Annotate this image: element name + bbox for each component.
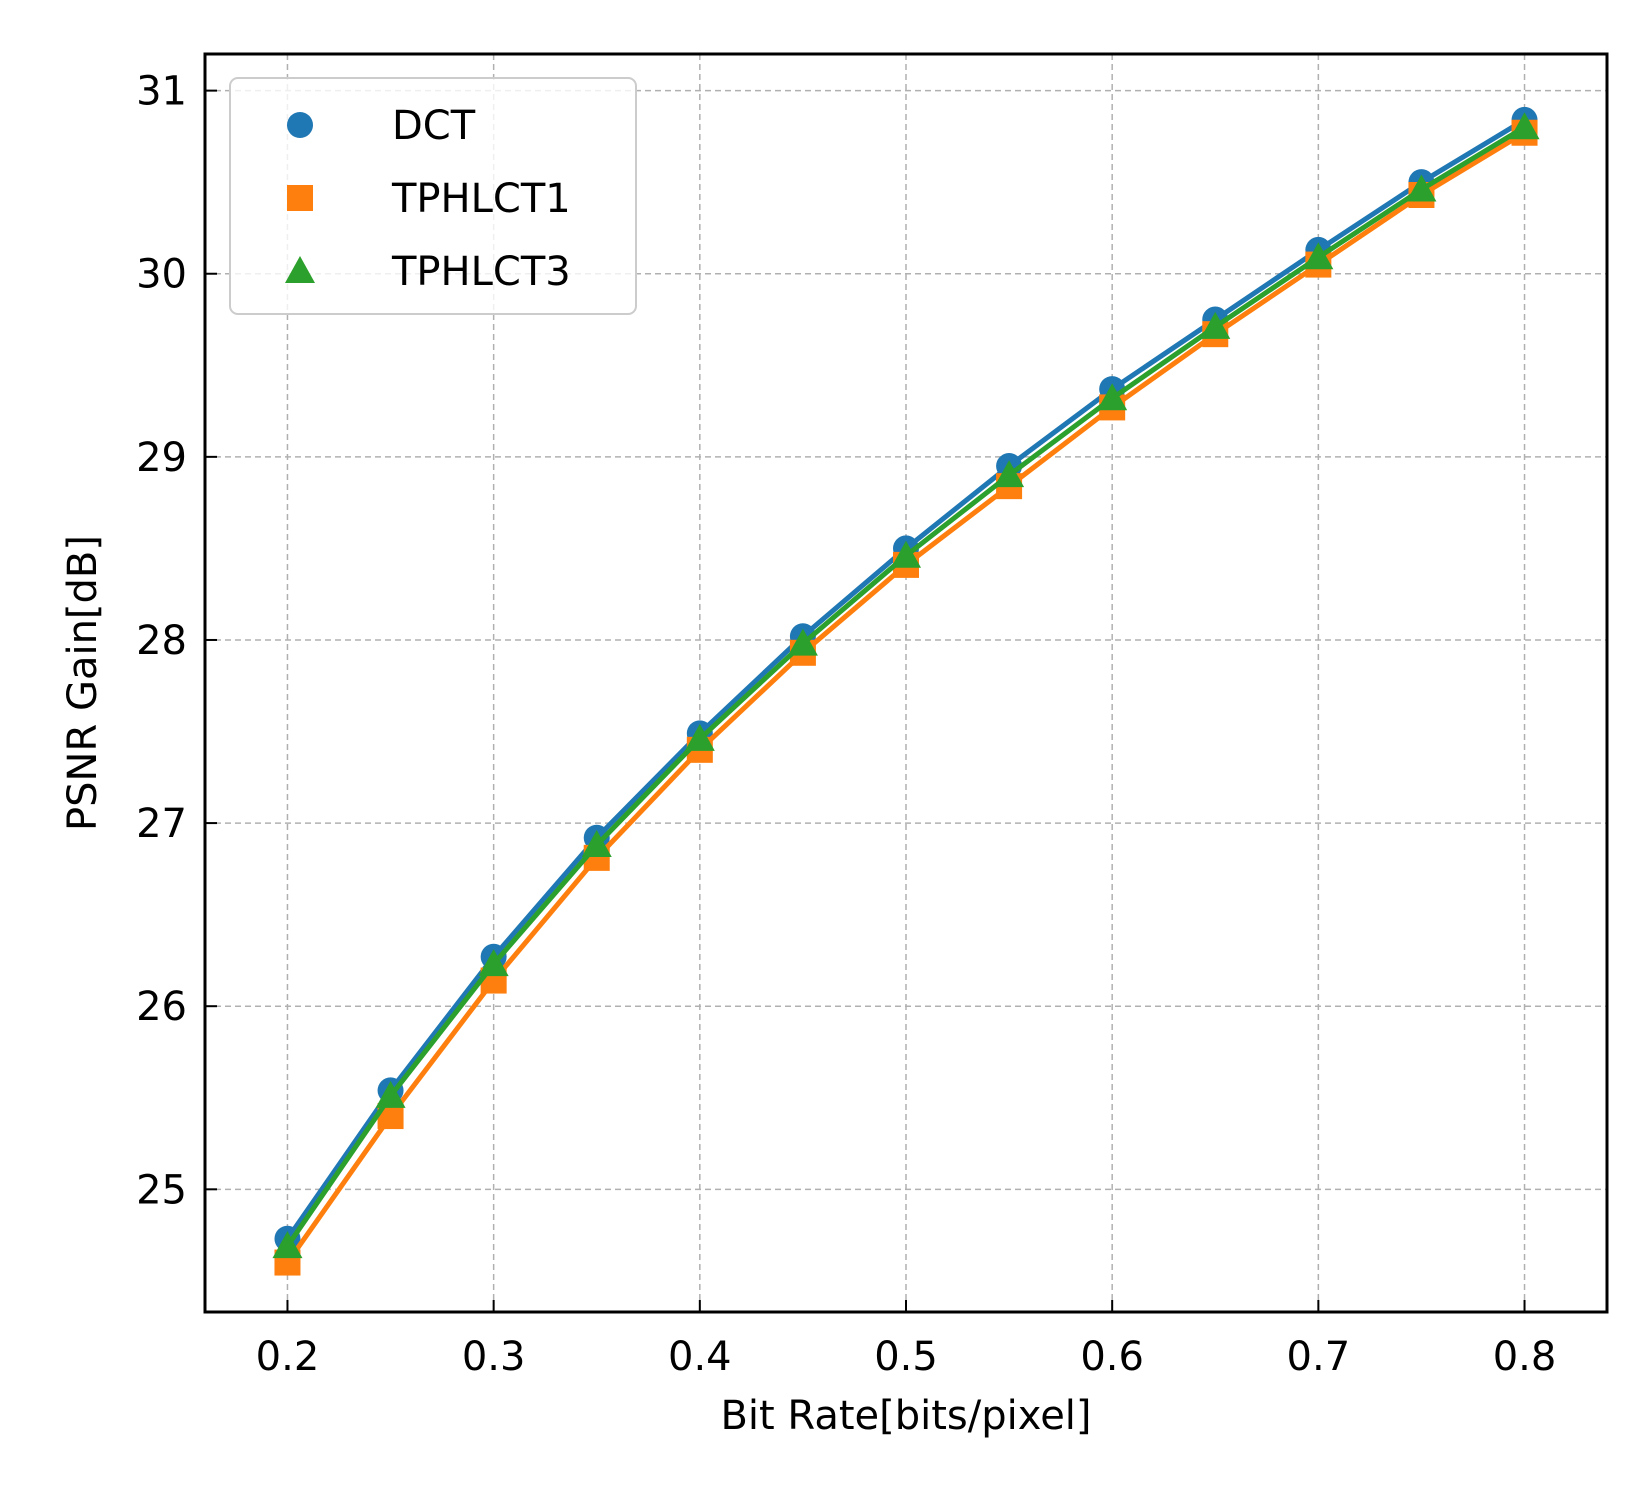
legend-label-dct: DCT [392,103,476,149]
data-point [684,723,715,751]
y-tick-label: 25 [136,1167,187,1213]
data-point [1303,242,1334,270]
data-point [787,628,818,656]
x-tick-label: 0.4 [668,1334,732,1380]
x-tick-label: 0.3 [462,1334,526,1380]
legend-marker-dct [287,112,313,138]
data-point [478,949,509,977]
legend-marker-tphlct1 [287,185,313,211]
data-point [375,1080,406,1108]
x-tick-label: 0.2 [256,1334,320,1380]
data-point [1097,383,1128,411]
series-layer [272,106,1540,1276]
legend-marker-tphlct3 [285,256,315,283]
legend: DCT TPHLCT1 TPHLCT3 [229,77,637,315]
x-tick-label: 0.8 [1493,1334,1557,1380]
y-axis-label: PSNR Gain[dB] [60,535,106,831]
y-tick-label: 30 [136,252,187,298]
y-tick-label: 29 [136,435,187,481]
x-tick-label: 0.7 [1287,1334,1351,1380]
data-point [994,460,1025,488]
x-tick-label: 0.5 [874,1334,938,1380]
axis-ticks: 0.2 0.3 0.4 0.5 0.6 0.7 0.8 25 26 27 28 29 30 31 [136,69,1556,1380]
data-point [581,830,612,858]
x-tick-label: 0.6 [1080,1334,1144,1380]
x-axis-label: Bit Rate[bits/pixel] [720,1393,1091,1439]
data-point [272,1231,303,1259]
data-point [891,540,921,568]
data-point [1406,174,1437,202]
legend-label-tphlct1: TPHLCT1 [391,176,571,222]
y-tick-label: 31 [136,69,187,115]
series-tphlct3 [272,112,1540,1259]
legend-label-tphlct3: TPHLCT3 [391,249,571,295]
data-point [1200,311,1231,339]
y-tick-label: 26 [136,984,187,1030]
y-tick-label: 28 [136,618,187,664]
legend-frame [229,77,637,315]
data-point [1509,112,1540,140]
y-tick-label: 27 [136,801,187,847]
